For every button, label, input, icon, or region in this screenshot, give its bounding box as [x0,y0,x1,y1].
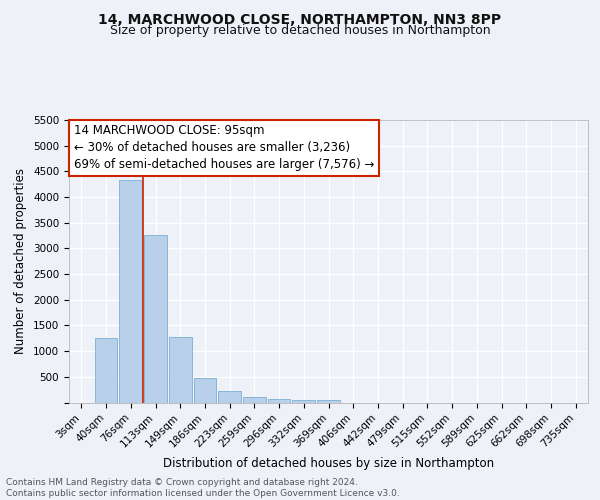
Bar [218,391,241,402]
X-axis label: Distribution of detached houses by size in Northampton: Distribution of detached houses by size … [163,458,494,470]
Bar [292,400,315,402]
Bar [144,235,167,402]
Bar [194,378,216,402]
Text: Size of property relative to detached houses in Northampton: Size of property relative to detached ho… [110,24,490,37]
Bar [95,338,118,402]
Text: 14 MARCHWOOD CLOSE: 95sqm
← 30% of detached houses are smaller (3,236)
69% of se: 14 MARCHWOOD CLOSE: 95sqm ← 30% of detac… [74,124,374,171]
Bar [243,398,266,402]
Bar [317,400,340,402]
Y-axis label: Number of detached properties: Number of detached properties [14,168,28,354]
Bar [169,337,191,402]
Text: 14, MARCHWOOD CLOSE, NORTHAMPTON, NN3 8PP: 14, MARCHWOOD CLOSE, NORTHAMPTON, NN3 8P… [98,12,502,26]
Bar [119,180,142,402]
Bar [268,399,290,402]
Text: Contains HM Land Registry data © Crown copyright and database right 2024.
Contai: Contains HM Land Registry data © Crown c… [6,478,400,498]
